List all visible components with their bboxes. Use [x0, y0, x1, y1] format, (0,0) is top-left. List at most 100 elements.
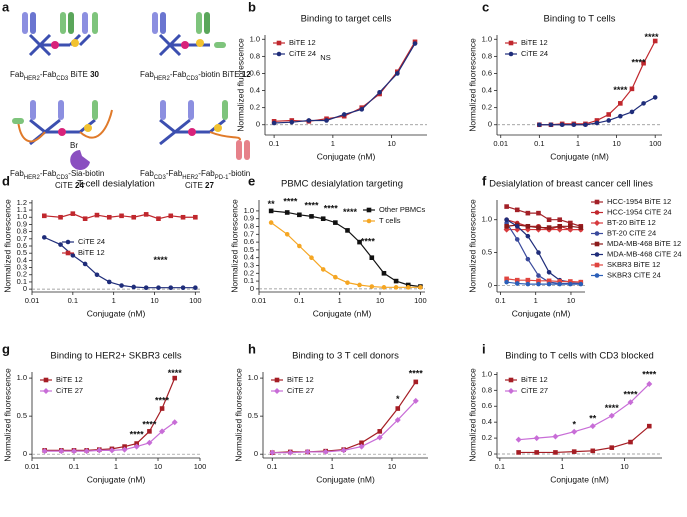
- y-tick-label: 0.5: [244, 245, 254, 254]
- y-tick-label: 0.5: [17, 248, 27, 257]
- y-tick-label: 0.2: [244, 268, 254, 277]
- y-axis-label: Normalized fluorescence: [2, 368, 12, 462]
- y-tick-label: 0.3: [244, 260, 254, 269]
- chart-title: Binding to T cells: [544, 14, 616, 25]
- label-part: CD3: [56, 76, 69, 82]
- data-point: [641, 60, 646, 66]
- y-tick-label: 0.4: [482, 417, 492, 426]
- data-point: [58, 242, 63, 247]
- annotation: **: [268, 199, 276, 209]
- x-tick-label: 10: [567, 296, 575, 305]
- data-point: [525, 233, 531, 239]
- diagram-label: Br: [70, 141, 78, 150]
- data-point: [366, 207, 372, 213]
- data-point: [146, 439, 153, 446]
- panel-label: a: [2, 0, 10, 14]
- data-point: [534, 450, 539, 455]
- data-point: [41, 213, 47, 219]
- y-tick-label: 0.4: [244, 253, 254, 262]
- x-tick-label: 1: [331, 139, 335, 148]
- y-tick-label: 0.2: [17, 270, 27, 279]
- diagram-label: CiTE 24: [55, 181, 84, 190]
- data-point: [525, 277, 531, 283]
- data-point: [514, 223, 520, 229]
- data-point: [546, 269, 552, 275]
- data-point: [289, 119, 295, 125]
- data-point: [376, 434, 383, 441]
- data-point: [594, 273, 600, 278]
- data-point: [369, 255, 375, 260]
- data-point: [405, 282, 411, 288]
- label-part: CiTE: [185, 181, 205, 190]
- data-point: [412, 41, 418, 46]
- data-point: [172, 375, 178, 381]
- label-part: Br: [70, 141, 78, 150]
- data-point: [533, 435, 540, 442]
- y-tick-label: 1.0: [250, 34, 260, 43]
- label-part: CiTE: [55, 181, 75, 190]
- data-point: [536, 250, 541, 255]
- data-point: [357, 282, 362, 288]
- data-point: [274, 377, 280, 383]
- x-tick-label: 1: [330, 462, 334, 471]
- data-point: [552, 433, 559, 440]
- data-point: [41, 448, 48, 455]
- y-axis-label: Normalized fluorescence: [467, 368, 477, 462]
- y-tick-label: 0.8: [17, 227, 27, 236]
- data-point: [413, 379, 419, 385]
- data-point: [578, 281, 584, 287]
- data-point: [514, 207, 520, 213]
- data-point: [646, 380, 653, 387]
- y-axis-label: Normalized fluorescence: [2, 199, 12, 293]
- y-tick-label: 0: [254, 449, 258, 458]
- data-point: [546, 225, 552, 230]
- x-axis-label: Conjugate (nM): [87, 474, 146, 484]
- y-tick-label: 0.7: [244, 229, 254, 238]
- data-point: [504, 223, 509, 229]
- data-point: [58, 214, 63, 220]
- panel-label: h: [248, 341, 256, 356]
- x-tick-label: 0.01: [25, 462, 40, 471]
- data-point: [94, 212, 100, 218]
- data-point: [159, 406, 165, 411]
- legend-label: BiTE 12: [521, 38, 548, 47]
- data-point: [514, 281, 520, 286]
- annotation: ****: [361, 236, 376, 246]
- legend-label: CiTE 24: [289, 49, 316, 58]
- label-part: 24: [75, 181, 84, 190]
- label-part: 12: [242, 70, 251, 79]
- x-tick-label: 10: [376, 296, 384, 305]
- data-point: [65, 239, 71, 245]
- x-tick-label: 0.01: [25, 296, 40, 305]
- data-point: [369, 284, 375, 289]
- data-point: [119, 213, 124, 219]
- data-point: [156, 216, 161, 221]
- label-part: HER2: [24, 175, 41, 181]
- data-point: [43, 388, 49, 394]
- label-part: -biotin: [228, 169, 250, 178]
- data-point: [504, 217, 509, 223]
- data-point: [504, 204, 509, 209]
- data-point: [94, 272, 100, 278]
- label-part: CD3: [154, 175, 167, 181]
- data-point: [106, 279, 112, 285]
- y-tick-label: 0.8: [250, 51, 260, 60]
- annotation: ****: [343, 207, 358, 217]
- legend-label: T cells: [379, 216, 401, 225]
- y-tick-label: 0.6: [17, 241, 27, 250]
- data-point: [193, 285, 198, 290]
- data-point: [271, 120, 277, 126]
- label-part: Fab: [140, 70, 154, 79]
- x-tick-label: 10: [154, 462, 162, 471]
- data-point: [297, 212, 302, 218]
- data-point: [412, 397, 419, 404]
- label-part: -Fab: [198, 169, 215, 178]
- y-axis-label: Normalized fluorescence: [467, 199, 477, 293]
- y-tick-label: 0.4: [250, 86, 260, 95]
- data-point: [70, 253, 76, 258]
- data-point: [304, 448, 311, 455]
- y-tick-label: 0: [256, 120, 260, 129]
- data-point: [322, 448, 329, 455]
- x-tick-label: 0.1: [69, 462, 79, 471]
- y-tick-label: 0.1: [17, 277, 27, 286]
